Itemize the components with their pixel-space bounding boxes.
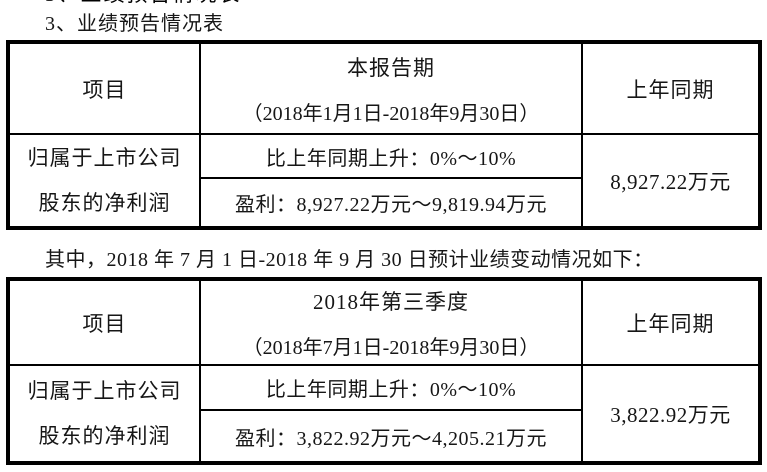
item-cell-net-profit: 归属于上市公司 股东的净利润 (7, 133, 201, 229)
header-cell-period: 2018年第三季度 （2018年7月1日-2018年9月30日） (199, 278, 583, 366)
item-cell-net-profit: 归属于上市公司 股东的净利润 (7, 364, 201, 464)
header-period-range: （2018年7月1日-2018年9月30日） (242, 336, 540, 359)
header-cell-period: 本报告期 （2018年1月1日-2018年9月30日） (199, 41, 583, 135)
change-cell: 比上年同期上升：0%～10% (199, 133, 583, 179)
item-label-line1: 归属于上市公司 (27, 145, 182, 170)
header-prior-label: 上年同期 (626, 311, 715, 336)
change-text: 比上年同期上升：0%～10% (265, 379, 517, 401)
forecast-table-q3: 项目 2018年第三季度 （2018年7月1日-2018年9月30日） 上年同期… (6, 277, 762, 465)
section-title: 3、业绩预告情况表 (45, 13, 224, 35)
header-cell-prior: 上年同期 (581, 41, 761, 135)
table-row: 盈利：3,822.92万元～4,205.21万元 (8, 409, 760, 464)
profit-range-text: 盈利：8,927.22万元～9,819.94万元 (235, 194, 547, 216)
item-label-line2: 股东的净利润 (38, 423, 171, 448)
table-row: 归属于上市公司 股东的净利润 比上年同期上升：0%～10% 3,822.92万元 (7, 364, 761, 464)
quarter-note: 其中，2018 年 7 月 1 日-2018 年 9 月 30 日预计业绩变动情… (45, 249, 654, 271)
prior-value-text: 3,822.92万元 (610, 402, 731, 427)
header-period-title: 本报告期 (347, 55, 435, 80)
header-period-range: （2018年1月1日-2018年9月30日） (242, 102, 540, 125)
change-cell: 比上年同期上升：0%～10% (199, 364, 583, 411)
change-text: 比上年同期上升：0%～10% (265, 147, 517, 170)
prior-value-cell: 3,822.92万元 (581, 364, 761, 464)
header-item-label: 项目 (82, 77, 127, 102)
item-label-line1: 归属于上市公司 (27, 378, 182, 403)
header-cell-item: 项目 (7, 278, 201, 366)
table-row: 归属于上市公司 股东的净利润 比上年同期上升：0%～10% 8,927.22万元 (7, 133, 761, 229)
forecast-table-report-period: 项目 本报告期 （2018年1月1日-2018年9月30日） 上年同期 归属于上… (6, 40, 762, 230)
header-cell-item: 项目 (7, 41, 201, 135)
prior-value-cell: 8,927.22万元 (581, 133, 761, 229)
header-period-title: 2018年第三季度 (313, 289, 469, 314)
header-item-label: 项目 (82, 311, 127, 336)
prior-value-text: 8,927.22万元 (610, 169, 731, 194)
clipped-text-fragment: 3、业绩预告情况表 (45, 0, 242, 4)
table-header-row: 项目 2018年第三季度 （2018年7月1日-2018年9月30日） 上年同期 (7, 278, 761, 366)
profit-range-cell: 盈利：3,822.92万元～4,205.21万元 (199, 409, 583, 464)
header-cell-prior: 上年同期 (581, 278, 761, 366)
profit-range-text: 盈利：3,822.92万元～4,205.21万元 (235, 427, 547, 450)
item-label-line2: 股东的净利润 (38, 190, 171, 215)
header-prior-label: 上年同期 (626, 77, 715, 102)
profit-range-cell: 盈利：8,927.22万元～9,819.94万元 (199, 177, 583, 229)
table-row: 盈利：8,927.22万元～9,819.94万元 (8, 177, 760, 229)
table-header-row: 项目 本报告期 （2018年1月1日-2018年9月30日） 上年同期 (7, 41, 761, 135)
